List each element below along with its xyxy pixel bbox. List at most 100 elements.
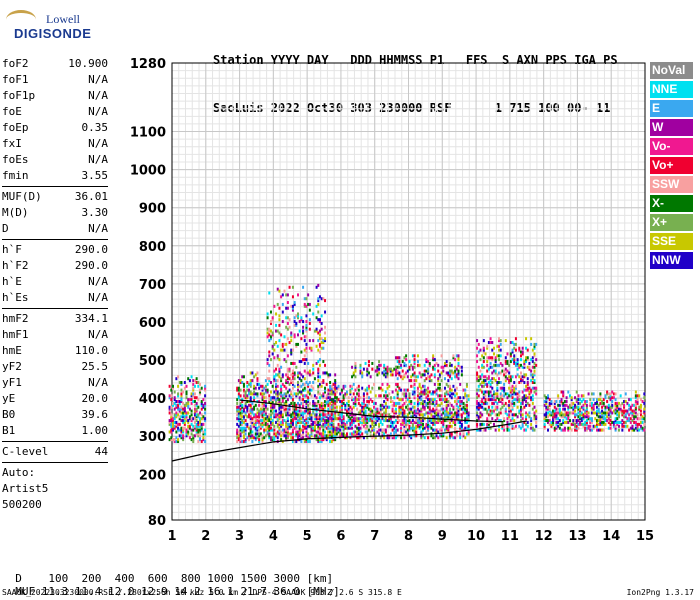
echo-point xyxy=(533,380,536,384)
echo-point xyxy=(362,411,365,415)
echo-point xyxy=(450,363,453,367)
echo-point xyxy=(400,422,403,426)
echo-point xyxy=(271,346,274,350)
echo-point xyxy=(354,401,357,405)
echo-point xyxy=(305,440,308,444)
echo-point xyxy=(325,394,328,398)
echo-point xyxy=(291,361,294,365)
echo-point xyxy=(322,407,325,411)
echo-point xyxy=(408,392,411,396)
echo-point xyxy=(489,409,492,413)
echo-point xyxy=(430,409,433,413)
echo-point xyxy=(543,403,546,407)
echo-point xyxy=(271,333,274,337)
legend-item: X- xyxy=(650,195,693,212)
echo-point xyxy=(582,415,585,419)
echo-point xyxy=(373,420,376,424)
echo-point xyxy=(481,398,484,402)
echo-point xyxy=(511,390,514,394)
echo-point xyxy=(465,420,468,424)
echo-point xyxy=(283,428,286,432)
echo-point xyxy=(352,382,355,386)
echo-point xyxy=(298,415,301,419)
echo-point xyxy=(504,367,507,371)
echo-point xyxy=(394,356,397,360)
echo-point xyxy=(602,411,605,415)
echo-point xyxy=(195,432,198,436)
echo-point xyxy=(386,373,389,377)
echo-point xyxy=(318,295,321,299)
echo-point xyxy=(349,426,352,430)
echo-point xyxy=(499,386,502,390)
echo-point xyxy=(369,413,372,417)
echo-point xyxy=(506,424,509,428)
echo-point xyxy=(489,356,492,360)
echo-point xyxy=(499,354,502,358)
echo-point xyxy=(401,405,404,409)
echo-point xyxy=(367,396,370,400)
echo-point xyxy=(251,434,254,438)
echo-point xyxy=(455,434,458,438)
echo-point xyxy=(373,382,376,386)
echo-point xyxy=(324,339,327,343)
echo-point xyxy=(354,430,357,434)
echo-point xyxy=(528,392,531,396)
echo-point xyxy=(516,405,519,409)
echo-point xyxy=(268,417,271,421)
echo-point xyxy=(239,394,242,398)
echo-point xyxy=(242,430,245,434)
echo-point xyxy=(447,426,450,430)
echo-point xyxy=(401,375,404,379)
echo-point xyxy=(285,426,288,430)
echo-point xyxy=(190,375,193,379)
echo-point xyxy=(280,407,283,411)
echo-point xyxy=(445,403,448,407)
echo-point xyxy=(324,403,327,407)
echo-point xyxy=(418,424,421,428)
echo-point xyxy=(175,436,178,440)
echo-point xyxy=(329,426,332,430)
echo-point xyxy=(442,422,445,426)
echo-point xyxy=(585,415,588,419)
echo-point xyxy=(577,426,580,430)
echo-point xyxy=(288,382,291,386)
echo-point xyxy=(327,407,330,411)
echo-point xyxy=(371,367,374,371)
echo-point xyxy=(614,424,617,428)
echo-point xyxy=(297,432,300,436)
echo-point xyxy=(499,339,502,343)
echo-point xyxy=(322,403,325,407)
echo-point xyxy=(327,401,330,405)
echo-point xyxy=(293,316,296,320)
echo-point xyxy=(275,384,278,388)
echo-point xyxy=(592,424,595,428)
echo-point xyxy=(327,400,330,404)
echo-point xyxy=(607,426,610,430)
echo-point xyxy=(477,403,480,407)
echo-point xyxy=(460,369,463,373)
echo-point xyxy=(249,382,252,386)
echo-point xyxy=(443,392,446,396)
echo-point xyxy=(297,342,300,346)
echo-point xyxy=(305,314,308,318)
echo-point xyxy=(308,388,311,392)
echo-point xyxy=(633,428,636,432)
echo-point xyxy=(433,403,436,407)
echo-point xyxy=(239,428,242,432)
echo-point xyxy=(317,436,320,440)
echo-point xyxy=(575,390,578,394)
echo-point xyxy=(374,369,377,373)
echo-point xyxy=(315,361,318,365)
echo-point xyxy=(315,420,318,424)
echo-point xyxy=(634,400,637,404)
echo-point xyxy=(251,417,254,421)
echo-point xyxy=(180,407,183,411)
echo-point xyxy=(249,432,252,436)
echo-point xyxy=(295,344,298,348)
echo-point xyxy=(489,341,492,345)
echo-point xyxy=(455,407,458,411)
echo-point xyxy=(193,411,196,415)
echo-point xyxy=(317,426,320,430)
echo-point xyxy=(269,417,272,421)
echo-point xyxy=(535,409,538,413)
